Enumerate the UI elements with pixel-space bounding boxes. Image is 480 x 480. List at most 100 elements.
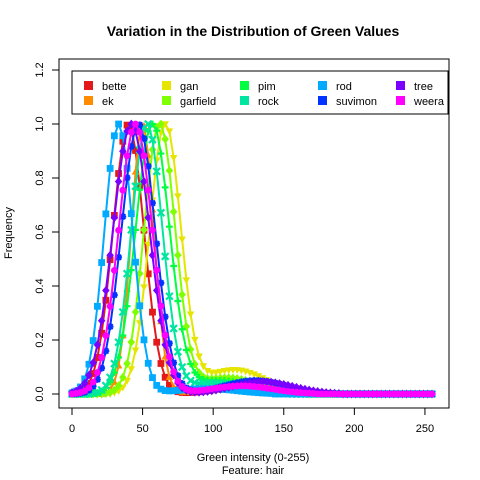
data-point-rod <box>259 389 266 397</box>
data-point-tree <box>275 379 284 388</box>
data-point-tree <box>110 213 119 223</box>
legend-label-weera: weera <box>413 96 445 108</box>
x-axis-label: Green intensity (0-255) <box>197 452 310 464</box>
data-point-weera <box>170 368 178 376</box>
data-point-suvimon <box>174 372 182 380</box>
y-tick-label: 1.0 <box>34 116 46 131</box>
data-point-rod <box>263 389 271 397</box>
data-point-tree <box>102 286 110 295</box>
data-point-rock <box>144 119 153 129</box>
data-point-pim <box>195 373 203 381</box>
data-point-rock <box>186 376 195 385</box>
data-point-rod <box>110 132 118 140</box>
data-point-rock <box>165 292 174 301</box>
data-point-rock <box>93 388 102 397</box>
data-point-rod <box>140 336 148 344</box>
y-tick-label: 1.2 <box>34 62 46 77</box>
data-point-rod <box>246 388 254 396</box>
data-point-rod <box>115 120 122 128</box>
data-point-bette <box>157 360 165 367</box>
data-point-garfield <box>174 250 182 260</box>
data-point-gan <box>178 236 186 244</box>
data-point-weera <box>149 226 156 234</box>
data-point-weera <box>140 152 148 160</box>
data-point-rod <box>267 389 275 397</box>
data-point-pim <box>191 369 199 376</box>
data-point-rod <box>132 258 139 266</box>
data-point-rod <box>233 387 241 395</box>
data-point-tree <box>254 377 263 387</box>
data-point-weera <box>428 390 436 398</box>
data-point-rock <box>177 362 187 372</box>
legend-label-pim: pim <box>258 81 276 93</box>
data-point-rock <box>152 167 161 176</box>
data-point-pim <box>187 360 194 368</box>
y-tick-label: 0.4 <box>34 278 46 293</box>
data-point-bette <box>94 354 101 361</box>
legend-label-ek: ek <box>102 96 114 108</box>
data-point-gan <box>123 377 131 385</box>
legend-label-gan: gan <box>180 81 198 93</box>
legend-swatch-gan <box>162 81 171 90</box>
data-point-gan <box>191 336 199 344</box>
data-point-rod <box>174 386 182 394</box>
data-point-rod <box>136 302 144 310</box>
data-point-gan <box>186 311 195 319</box>
series-suvimon <box>68 121 436 398</box>
data-point-rod <box>271 390 279 398</box>
data-point-tree <box>258 377 267 387</box>
y-axis-label: Frequency <box>3 207 15 259</box>
data-point-rod <box>98 259 106 266</box>
data-point-rod <box>102 210 110 218</box>
data-point-bette <box>98 329 106 337</box>
data-point-garfield <box>123 359 131 368</box>
data-point-tree <box>148 250 157 260</box>
series-rock <box>67 119 437 399</box>
data-point-rod <box>250 388 258 396</box>
data-point-rock <box>148 135 157 144</box>
data-point-rock <box>131 182 140 191</box>
data-point-bette <box>85 380 93 387</box>
legend-label-rock: rock <box>258 96 279 108</box>
data-point-gan <box>131 347 140 355</box>
data-point-bette <box>132 147 139 154</box>
data-point-gan <box>250 371 258 379</box>
data-point-garfield <box>178 290 186 300</box>
data-point-pim <box>157 150 165 157</box>
data-point-tree <box>76 383 85 393</box>
data-point-pim <box>119 332 127 339</box>
data-point-suvimon <box>102 347 110 355</box>
x-tick-label: 100 <box>204 423 222 435</box>
data-point-tree <box>123 126 131 136</box>
legend-swatch-pim <box>240 81 249 90</box>
data-point-gan <box>174 193 182 201</box>
data-point-tree <box>85 370 93 380</box>
data-point-tree <box>296 383 305 393</box>
data-point-rock <box>156 208 166 217</box>
data-point-tree <box>250 377 258 387</box>
data-point-tree <box>127 119 136 129</box>
legend-swatch-rock <box>240 96 249 105</box>
data-point-weera <box>132 120 139 128</box>
data-point-suvimon <box>89 382 97 390</box>
data-point-tree <box>144 213 152 223</box>
data-point-suvimon <box>149 199 156 207</box>
data-point-rod <box>157 385 165 393</box>
data-point-rock <box>173 347 183 356</box>
data-point-suvimon <box>110 291 118 299</box>
data-point-suvimon <box>157 279 165 287</box>
chart-title: Variation in the Distribution of Green V… <box>107 23 400 39</box>
data-point-rod <box>166 387 173 395</box>
data-point-weera <box>89 378 97 386</box>
data-point-weera <box>127 128 135 136</box>
data-point-tree <box>97 316 106 326</box>
legend-box <box>71 70 449 115</box>
series-gan <box>68 121 436 399</box>
data-point-rod <box>238 387 245 395</box>
data-point-weera <box>119 186 127 194</box>
data-point-suvimon <box>123 174 131 182</box>
data-point-rock <box>122 269 132 278</box>
data-point-rock <box>105 373 115 382</box>
data-point-garfield <box>152 122 161 132</box>
data-point-gan <box>195 353 203 361</box>
